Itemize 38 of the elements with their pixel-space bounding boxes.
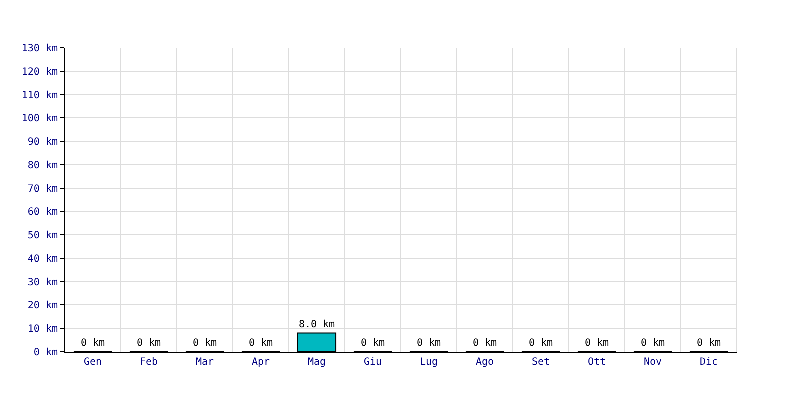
y-tick-label: 40 km bbox=[28, 254, 58, 265]
data-label: 0 km bbox=[472, 338, 498, 349]
y-tick-label: 30 km bbox=[28, 277, 58, 288]
y-tick-label: 50 km bbox=[28, 230, 58, 242]
data-label: 8.0 km bbox=[298, 319, 336, 330]
data-label: 0 km bbox=[192, 338, 218, 349]
y-tick-label: 60 km bbox=[28, 207, 58, 218]
data-label: 0 km bbox=[640, 338, 666, 349]
x-tick-label: Gen bbox=[84, 357, 102, 368]
y-tick-label: 130 km bbox=[22, 44, 58, 54]
data-label: 0 km bbox=[416, 338, 442, 349]
data-label: 0 km bbox=[528, 338, 554, 349]
x-tick-label: Mag bbox=[308, 357, 326, 368]
x-tick-label: Ago bbox=[476, 357, 494, 368]
y-tick-label: 90 km bbox=[28, 137, 58, 148]
x-tick-label: Lug bbox=[420, 357, 438, 368]
y-tick-label: 80 km bbox=[28, 160, 58, 172]
x-tick-label: Set bbox=[532, 357, 550, 368]
x-tick-label: Ott bbox=[588, 357, 606, 368]
y-tick-label: 0 km bbox=[34, 348, 58, 358]
data-label: 0 km bbox=[584, 338, 610, 349]
y-tick-label: 120 km bbox=[22, 66, 58, 78]
x-tick-label: Mar bbox=[196, 357, 214, 368]
x-tick-label: Giu bbox=[364, 357, 382, 368]
data-label: 0 km bbox=[696, 338, 722, 349]
data-label: 0 km bbox=[136, 338, 162, 349]
y-tick-label: 100 km bbox=[22, 114, 58, 125]
y-tick-label: 110 km bbox=[22, 90, 58, 102]
x-tick-label: Nov bbox=[644, 357, 662, 368]
y-tick-label: 20 km bbox=[28, 300, 58, 312]
data-label: 0 km bbox=[80, 338, 106, 349]
data-label: 0 km bbox=[248, 338, 274, 349]
data-label: 0 km bbox=[360, 338, 386, 349]
y-tick-label: 10 km bbox=[28, 324, 58, 336]
x-tick-label: Dic bbox=[700, 357, 718, 368]
x-tick-label: Feb bbox=[140, 357, 158, 368]
x-tick-label: Apr bbox=[252, 357, 270, 368]
y-tick-label: 70 km bbox=[28, 184, 58, 195]
